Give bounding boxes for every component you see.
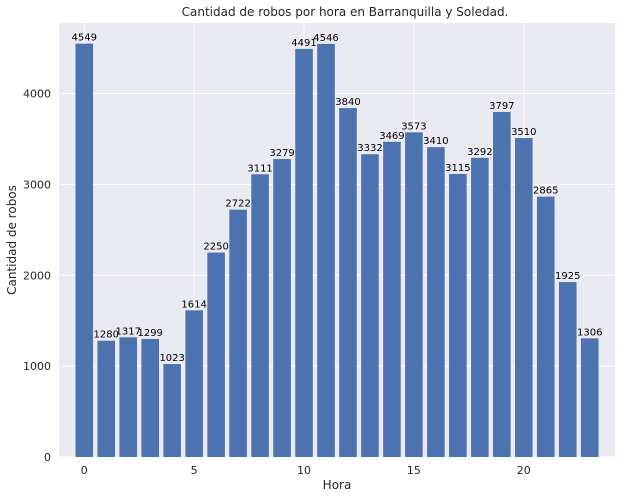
bar-hour-19 xyxy=(493,111,511,457)
bar-hour-4 xyxy=(163,364,181,457)
x-axis-ticks: 0 5 10 15 20 xyxy=(81,464,531,477)
y-tick-label: 1000 xyxy=(23,360,51,373)
bar-hour-1 xyxy=(97,340,116,457)
bar-hour-21 xyxy=(536,196,555,457)
bar-hour-3 xyxy=(141,338,159,457)
bar-hour-9 xyxy=(273,159,291,457)
data-label-hour-12: 3840 xyxy=(335,97,360,108)
data-label-hour-23: 1306 xyxy=(577,327,602,338)
x-tick-label: 5 xyxy=(191,464,198,477)
x-tick-label: 10 xyxy=(297,464,311,477)
bar-hour-7 xyxy=(229,209,247,457)
data-label-hour-2: 1317 xyxy=(115,326,140,337)
data-label-hour-18: 3292 xyxy=(467,147,492,158)
data-label-hour-14: 3469 xyxy=(379,131,404,142)
bar-hour-22 xyxy=(558,282,577,457)
data-label-hour-20: 3510 xyxy=(511,127,536,138)
bar-hour-18 xyxy=(471,157,489,457)
data-label-hour-1: 1280 xyxy=(94,330,119,341)
data-label-hour-16: 3410 xyxy=(423,136,448,147)
y-tick-label: 4000 xyxy=(23,88,51,101)
data-label-hour-9: 3279 xyxy=(269,148,294,159)
data-label-hour-22: 1925 xyxy=(555,271,580,282)
data-label-hour-0: 4549 xyxy=(72,33,97,44)
bar-hour-5 xyxy=(185,310,203,457)
bar-hour-20 xyxy=(515,138,533,457)
x-tick-label: 15 xyxy=(407,464,421,477)
data-label-hour-13: 3332 xyxy=(357,143,382,154)
y-axis-label: Cantidad de robos xyxy=(5,185,19,295)
bar-hour-8 xyxy=(251,174,269,458)
data-label-hour-8: 3111 xyxy=(247,163,272,174)
chart-title: Cantidad de robos por hora en Barranquil… xyxy=(182,5,509,19)
y-tick-label: 3000 xyxy=(23,178,51,191)
data-label-hour-11: 4546 xyxy=(313,33,338,44)
x-tick-label: 20 xyxy=(517,464,531,477)
bar-hour-15 xyxy=(405,132,423,457)
y-tick-label: 0 xyxy=(44,451,51,464)
bar-hour-6 xyxy=(207,252,225,457)
y-axis-ticks: 0 1000 2000 3000 4000 xyxy=(23,88,51,464)
bar-hour-23 xyxy=(580,338,599,457)
data-label-hour-15: 3573 xyxy=(401,121,426,132)
bar-hour-13 xyxy=(361,154,379,457)
data-label-hour-10: 4491 xyxy=(291,38,316,49)
bar-hour-11 xyxy=(317,43,335,458)
bar-hour-17 xyxy=(449,173,467,457)
data-label-hour-5: 1614 xyxy=(181,299,206,310)
bars-layer xyxy=(75,43,599,458)
data-label-hour-7: 2722 xyxy=(225,199,250,210)
bar-hour-14 xyxy=(383,141,401,457)
bar-hour-10 xyxy=(295,48,313,457)
bar-hour-0 xyxy=(75,43,94,458)
y-tick-label: 2000 xyxy=(23,269,51,282)
data-label-hour-6: 2250 xyxy=(203,242,228,253)
bar-hour-12 xyxy=(339,108,357,458)
x-tick-label: 0 xyxy=(81,464,88,477)
bar-hour-16 xyxy=(427,147,445,457)
bar-hour-2 xyxy=(119,337,138,457)
data-label-hour-21: 2865 xyxy=(533,186,558,197)
data-label-hour-17: 3115 xyxy=(445,163,470,174)
data-label-hour-19: 3797 xyxy=(489,101,514,112)
data-label-hour-4: 1023 xyxy=(159,353,184,364)
x-axis-label: Hora xyxy=(323,478,352,492)
data-label-hour-3: 1299 xyxy=(137,328,162,339)
